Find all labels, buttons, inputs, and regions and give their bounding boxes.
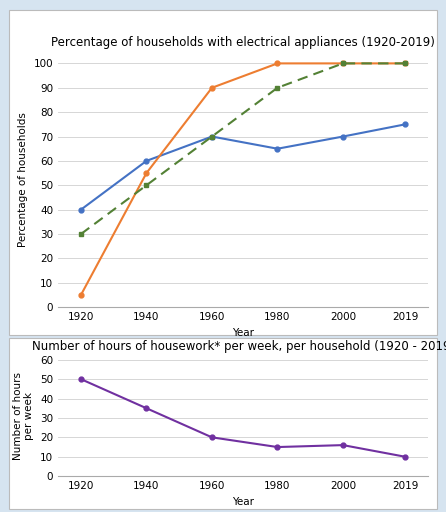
Refrigerator [403,60,408,67]
Hours per week [144,405,149,411]
Hours per week [340,442,346,448]
Washing machine [209,134,215,140]
Line: Washing machine: Washing machine [78,122,408,212]
Vacuum cleaner [209,134,215,140]
Hours per week [78,376,83,382]
Vacuum cleaner [275,84,280,91]
Line: Vacuum cleaner: Vacuum cleaner [78,61,408,237]
Vacuum cleaner [403,60,408,67]
Vacuum cleaner [340,60,346,67]
Washing machine [144,158,149,164]
Vacuum cleaner [144,182,149,188]
Refrigerator [275,60,280,67]
Washing machine [340,134,346,140]
Washing machine [275,145,280,152]
Title: Number of hours of housework* per week, per household (1920 - 2019): Number of hours of housework* per week, … [32,340,446,353]
Line: Refrigerator: Refrigerator [78,61,408,297]
Hours per week [275,444,280,450]
Vacuum cleaner [78,231,83,237]
Refrigerator [340,60,346,67]
Washing machine [403,121,408,127]
Washing machine [78,207,83,213]
Refrigerator [144,170,149,176]
Refrigerator [209,84,215,91]
Y-axis label: Percentage of households: Percentage of households [18,112,28,247]
Title: Percentage of households with electrical appliances (1920-2019): Percentage of households with electrical… [51,36,435,49]
Refrigerator [78,292,83,298]
X-axis label: Year: Year [232,328,254,337]
Legend: Washing machine, Refrigerator, Vacuum cleaner: Washing machine, Refrigerator, Vacuum cl… [69,369,417,389]
Line: Hours per week: Hours per week [78,377,408,459]
X-axis label: Year: Year [232,497,254,506]
Y-axis label: Number of hours
per week: Number of hours per week [13,372,34,460]
Hours per week [209,434,215,440]
Hours per week [403,454,408,460]
